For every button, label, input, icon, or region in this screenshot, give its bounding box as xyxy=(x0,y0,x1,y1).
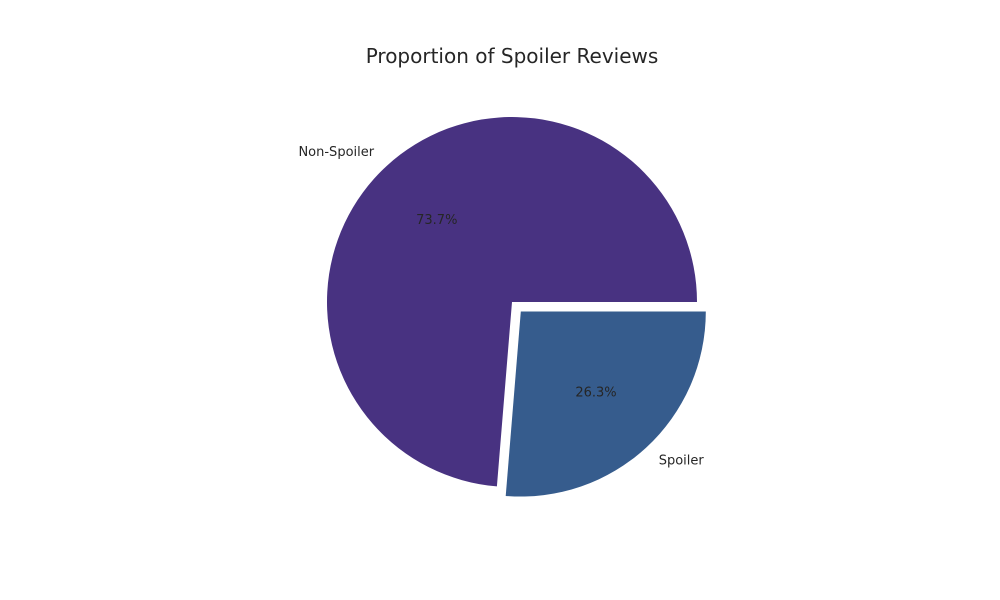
pie-slices xyxy=(327,117,706,497)
slice-percent-label: 73.7% xyxy=(416,213,457,228)
slice-percent-label: 26.3% xyxy=(575,386,616,401)
pie-slice-spoiler xyxy=(506,312,706,497)
chart-title: Proportion of Spoiler Reviews xyxy=(366,44,659,68)
slice-label: Spoiler xyxy=(659,454,705,469)
slice-label: Non-Spoiler xyxy=(298,145,374,160)
